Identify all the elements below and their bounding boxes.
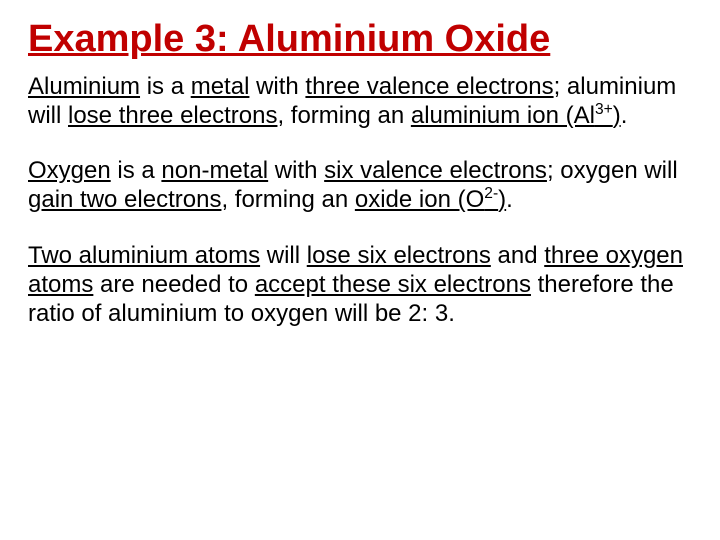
underlined-text: Oxygen xyxy=(28,157,111,184)
underlined-text: Aluminium xyxy=(28,73,140,100)
underlined-text: lose six electrons xyxy=(307,242,491,269)
slide: Example 3: Aluminium Oxide Aluminium is … xyxy=(0,0,720,540)
underlined-text: ) xyxy=(613,102,621,129)
underlined-text: six valence electrons xyxy=(324,157,547,184)
underlined-text: aluminium ion (Al xyxy=(411,102,595,129)
underlined-text: ) xyxy=(498,186,506,213)
underlined-text: metal xyxy=(191,73,250,100)
underlined-text: Two aluminium atoms xyxy=(28,242,260,269)
paragraph-3: Two aluminium atoms will lose six electr… xyxy=(28,241,692,329)
paragraph-1: Aluminium is a metal with three valence … xyxy=(28,72,692,131)
underlined-text: gain two electrons xyxy=(28,186,221,213)
slide-title: Example 3: Aluminium Oxide xyxy=(28,18,692,62)
underlined-text: accept these six electrons xyxy=(255,271,531,298)
underlined-text: lose three electrons xyxy=(68,102,277,129)
underlined-text: oxide ion (O xyxy=(355,186,484,213)
underlined-text: 3+ xyxy=(595,102,613,129)
underlined-text: non-metal xyxy=(161,157,268,184)
underlined-text: three valence electrons xyxy=(305,73,553,100)
paragraph-2: Oxygen is a non-metal with six valence e… xyxy=(28,156,692,215)
underlined-text: 2- xyxy=(484,186,498,213)
